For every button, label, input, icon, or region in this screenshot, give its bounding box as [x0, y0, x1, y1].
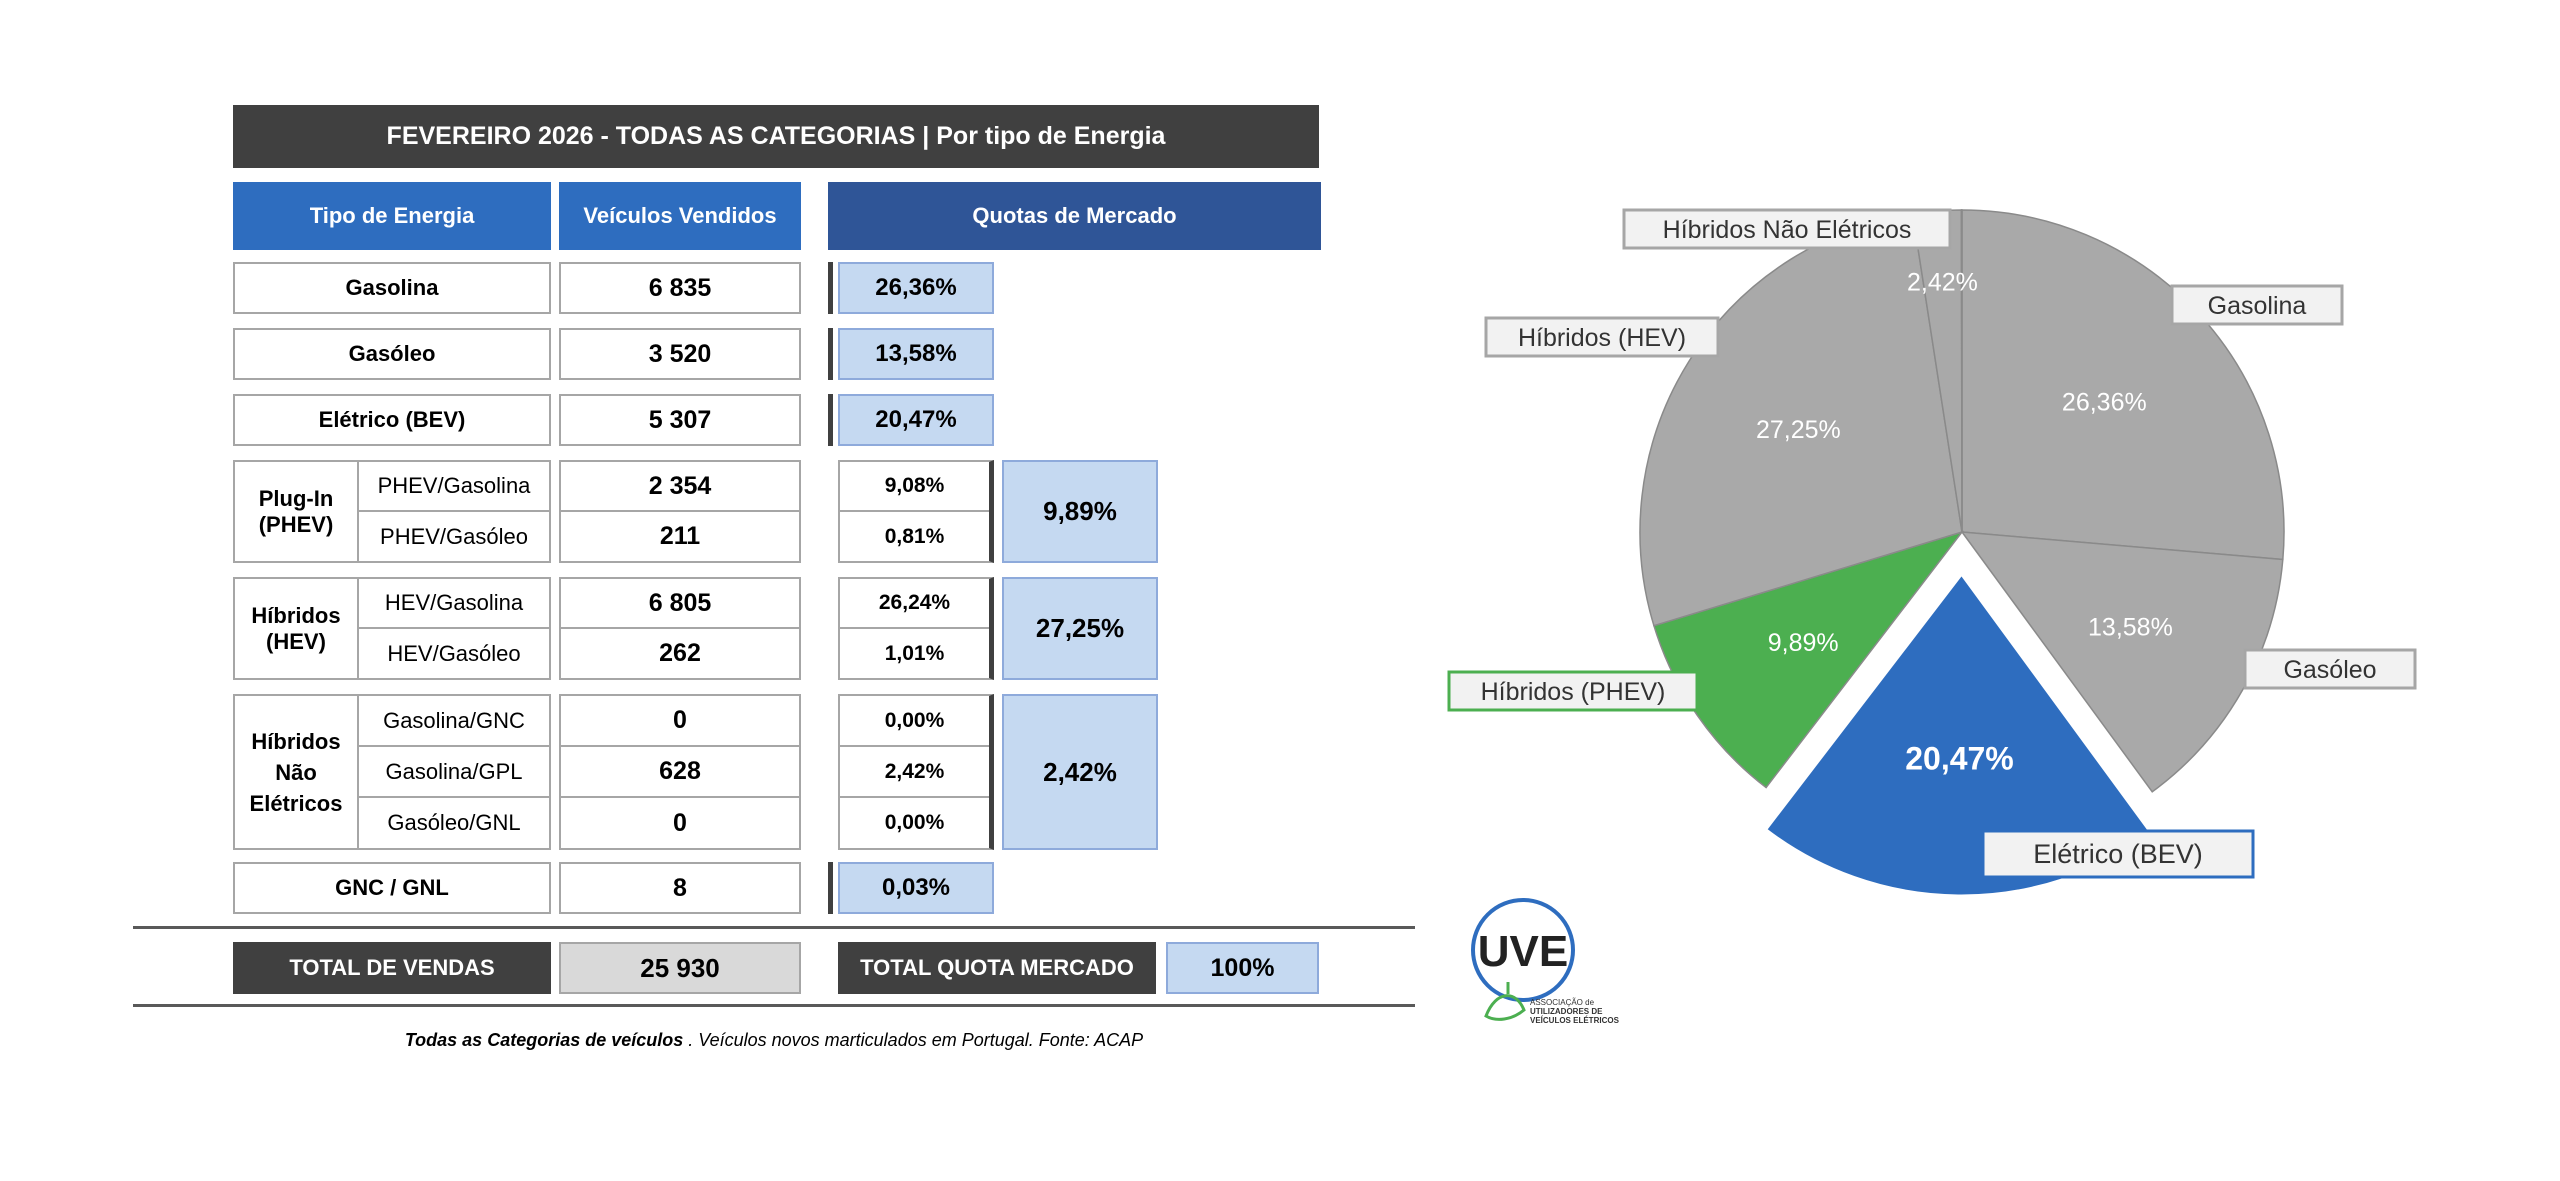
pie-value-labels: 26,36% 13,58% 20,47% 9,89% 27,25% 2,42% [1756, 269, 2173, 777]
pie-category-label-4: Híbridos (HEV) [1518, 324, 1686, 352]
logo-line-3: VEÍCULOS ELÉTRICOS [1530, 1016, 1619, 1025]
header-tipo-energia: Tipo de Energia [233, 182, 551, 250]
pie-value-label-1: 13,58% [2088, 614, 2173, 642]
sub-share-phev-gasoleo: 0,81% [884, 524, 945, 548]
sub-value-gasoleo-gnl: 0 [673, 808, 687, 837]
row-value-gasolina: 6 835 [559, 262, 801, 314]
sub-label-phev-gasoleo: PHEV/Gasóleo [380, 523, 528, 549]
pie-label-box-0 [2170, 284, 2344, 326]
group-label-phev: Plug-In (PHEV) [235, 462, 359, 561]
row-marker-bev [828, 394, 833, 446]
group-label-hne: Híbridos Não Elétricos [235, 696, 359, 848]
row-share-bev: 20,47% [838, 394, 994, 446]
pie-value-label-4: 27,25% [1756, 416, 1841, 444]
pie-value-label-2: 20,47% [1905, 741, 2014, 777]
sub-label-phev-gasolina: PHEV/Gasolina [359, 462, 549, 512]
sub-label-hev-gasoleo: HEV/Gasóleo [387, 640, 521, 666]
table-title: FEVEREIRO 2026 - TODAS AS CATEGORIAS | P… [233, 105, 1319, 168]
logo-line-2: UTILIZADORES DE [1530, 1007, 1603, 1016]
sub-value-phev-gasolina: 2 354 [561, 462, 799, 512]
row-share-gasoleo: 13,58% [838, 328, 994, 380]
sub-share-phev-gasolina: 9,08% [840, 462, 989, 512]
pie-label-box-2 [1981, 829, 2255, 879]
sub-value-phev-gasoleo: 211 [659, 522, 701, 550]
pie-label-box-3 [1447, 670, 1699, 712]
group-shares-hne: 0,00% 2,42% 0,00% [838, 694, 994, 850]
group-total-share-hne: 2,42% [1002, 694, 1158, 850]
total-quota-value: 100% [1166, 942, 1319, 994]
pie-category-label-1: Gasóleo [2283, 656, 2376, 684]
group-hev: Híbridos (HEV) HEV/Gasolina HEV/Gasóleo [233, 577, 551, 680]
uve-logo: UVE ASSOCIAÇÃO de UTILIZADORES DE VEÍCUL… [1468, 898, 1628, 1038]
row-label-gasolina: Gasolina [233, 262, 551, 314]
group-shares-hev: 26,24% 1,01% [838, 577, 994, 680]
row-value-gasoleo: 3 520 [559, 328, 801, 380]
row-label-gasoleo: Gasóleo [233, 328, 551, 380]
pie-value-label-0: 26,36% [2062, 388, 2147, 416]
row-label-bev: Elétrico (BEV) [233, 394, 551, 446]
group-values-phev: 2 354 211 [559, 460, 801, 563]
separator-top [133, 926, 1415, 929]
sub-label-gasoleo-gnl: Gasóleo/GNL [387, 810, 521, 835]
sub-share-hev-gasolina: 26,24% [840, 579, 989, 629]
group-values-hev: 6 805 262 [559, 577, 801, 680]
sub-label-hev-gasolina: HEV/Gasolina [359, 579, 549, 629]
sub-value-gasolina-gpl: 628 [561, 747, 799, 798]
total-vendas-value: 25 930 [559, 942, 801, 994]
pie-category-label-0: Gasolina [2208, 292, 2307, 320]
row-label-gnc: GNC / GNL [233, 862, 551, 914]
pie-slices [1639, 209, 2285, 898]
footer-note: Todas as Categorias de veículos . Veícul… [133, 1030, 1415, 1051]
total-quota-label: TOTAL QUOTA MERCADO [838, 942, 1156, 994]
sub-value-hev-gasolina: 6 805 [561, 579, 799, 629]
pie-chart: 26,36% 13,58% 20,47% 9,89% 27,25% 2,42% Gasol… [1447, 208, 2417, 898]
sub-value-gasolina-gnc: 0 [561, 696, 799, 747]
sub-share-gasoleo-gnl: 0,00% [884, 811, 945, 834]
row-marker-gasoleo [828, 328, 833, 380]
sub-value-hev-gasoleo: 262 [659, 639, 701, 667]
row-marker-gnc [828, 862, 833, 914]
separator-bottom [133, 1004, 1415, 1007]
header-quotas-mercado: Quotas de Mercado [828, 182, 1321, 250]
total-vendas-label: TOTAL DE VENDAS [233, 942, 551, 994]
group-label-hev: Híbridos (HEV) [235, 579, 359, 678]
sub-label-gasolina-gpl: Gasolina/GPL [359, 747, 549, 798]
header-veiculos-vendidos: Veículos Vendidos [559, 182, 801, 250]
group-total-share-hev: 27,25% [1002, 577, 1158, 680]
pie-category-label-2: Elétrico (BEV) [2033, 839, 2203, 869]
pie-label-box-4 [1484, 316, 1720, 358]
logo-caption: ASSOCIAÇÃO de UTILIZADORES DE VEÍCULOS E… [1530, 998, 1630, 1025]
pie-category-labels: Gasolina Gasóleo Elétrico (BEV) Híbridos (P… [1447, 208, 2417, 879]
footer-bold: Todas as Categorias de veículos [404, 1030, 684, 1050]
footer-rest: . Veículos novos marticulados em Portuga… [683, 1030, 1144, 1050]
group-shares-phev: 9,08% 0,81% [838, 460, 994, 563]
pie-value-label-5: 2,42% [1907, 269, 1978, 297]
row-share-gasolina: 26,36% [838, 262, 994, 314]
sub-share-gasolina-gpl: 2,42% [840, 747, 989, 798]
group-total-share-phev: 9,89% [1002, 460, 1158, 563]
pie-slice-1 [1960, 531, 2284, 793]
group-phev: Plug-In (PHEV) PHEV/Gasolina PHEV/Gasóle… [233, 460, 551, 563]
pie-label-box-5 [1622, 208, 1952, 250]
sub-share-gasolina-gnc: 0,00% [840, 696, 989, 747]
pie-slice-3 [1653, 530, 1965, 789]
sub-label-gasolina-gnc: Gasolina/GNC [359, 696, 549, 747]
pie-slice-0 [1961, 209, 2285, 561]
logo-text: UVE [1478, 927, 1568, 976]
row-value-bev: 5 307 [559, 394, 801, 446]
pie-category-label-3: Híbridos (PHEV) [1481, 678, 1666, 706]
pie-category-label-5: Híbridos Não Elétricos [1663, 216, 1912, 244]
pie-slice-6 [1960, 209, 1963, 533]
pie-label-box-1 [2243, 648, 2417, 690]
uve-logo-mark: UVE [1471, 898, 1575, 1021]
row-value-gnc: 8 [559, 862, 801, 914]
logo-line-1: ASSOCIAÇÃO de [1530, 998, 1595, 1007]
row-marker-gasolina [828, 262, 833, 314]
group-hne: Híbridos Não Elétricos Gasolina/GNC Gaso… [233, 694, 551, 850]
pie-value-label-3: 9,89% [1768, 629, 1839, 657]
sub-share-hev-gasoleo: 1,01% [884, 641, 945, 665]
group-values-hne: 0 628 0 [559, 694, 801, 850]
row-share-gnc: 0,03% [838, 862, 994, 914]
